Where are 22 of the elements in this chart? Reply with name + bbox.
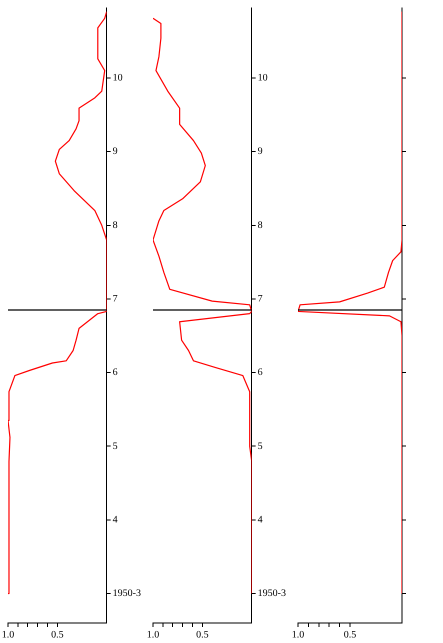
- y-tick-label: 6: [112, 367, 118, 378]
- y-tick-label: 10: [112, 72, 123, 84]
- x-tick-label: 0.5: [196, 630, 209, 641]
- y-tick-label: 1950-3: [258, 588, 286, 600]
- y-tick-label: 7: [258, 294, 263, 305]
- y-tick-label: 6: [258, 367, 263, 378]
- x-tick-label: 0.5: [344, 630, 356, 641]
- y-tick-label: 9: [112, 146, 118, 158]
- y-tick-label: 10: [258, 72, 268, 84]
- y-tick-label: 8: [258, 220, 263, 231]
- y-tick-label: 4: [112, 514, 118, 526]
- y-tick-label: 1950-3: [112, 588, 142, 600]
- y-tick-label: 5: [112, 440, 118, 452]
- x-tick-label: 1.0: [146, 630, 160, 641]
- y-tick-label: 7: [112, 294, 118, 305]
- y-tick-label: 9: [258, 146, 263, 158]
- y-tick-label: 5: [258, 440, 263, 452]
- x-tick-label: 1.0: [2, 630, 14, 641]
- y-tick-label: 8: [112, 220, 118, 231]
- x-tick-label: 0.5: [51, 630, 64, 641]
- x-tick-label: 1.0: [292, 630, 304, 641]
- y-tick-label: 4: [258, 514, 263, 526]
